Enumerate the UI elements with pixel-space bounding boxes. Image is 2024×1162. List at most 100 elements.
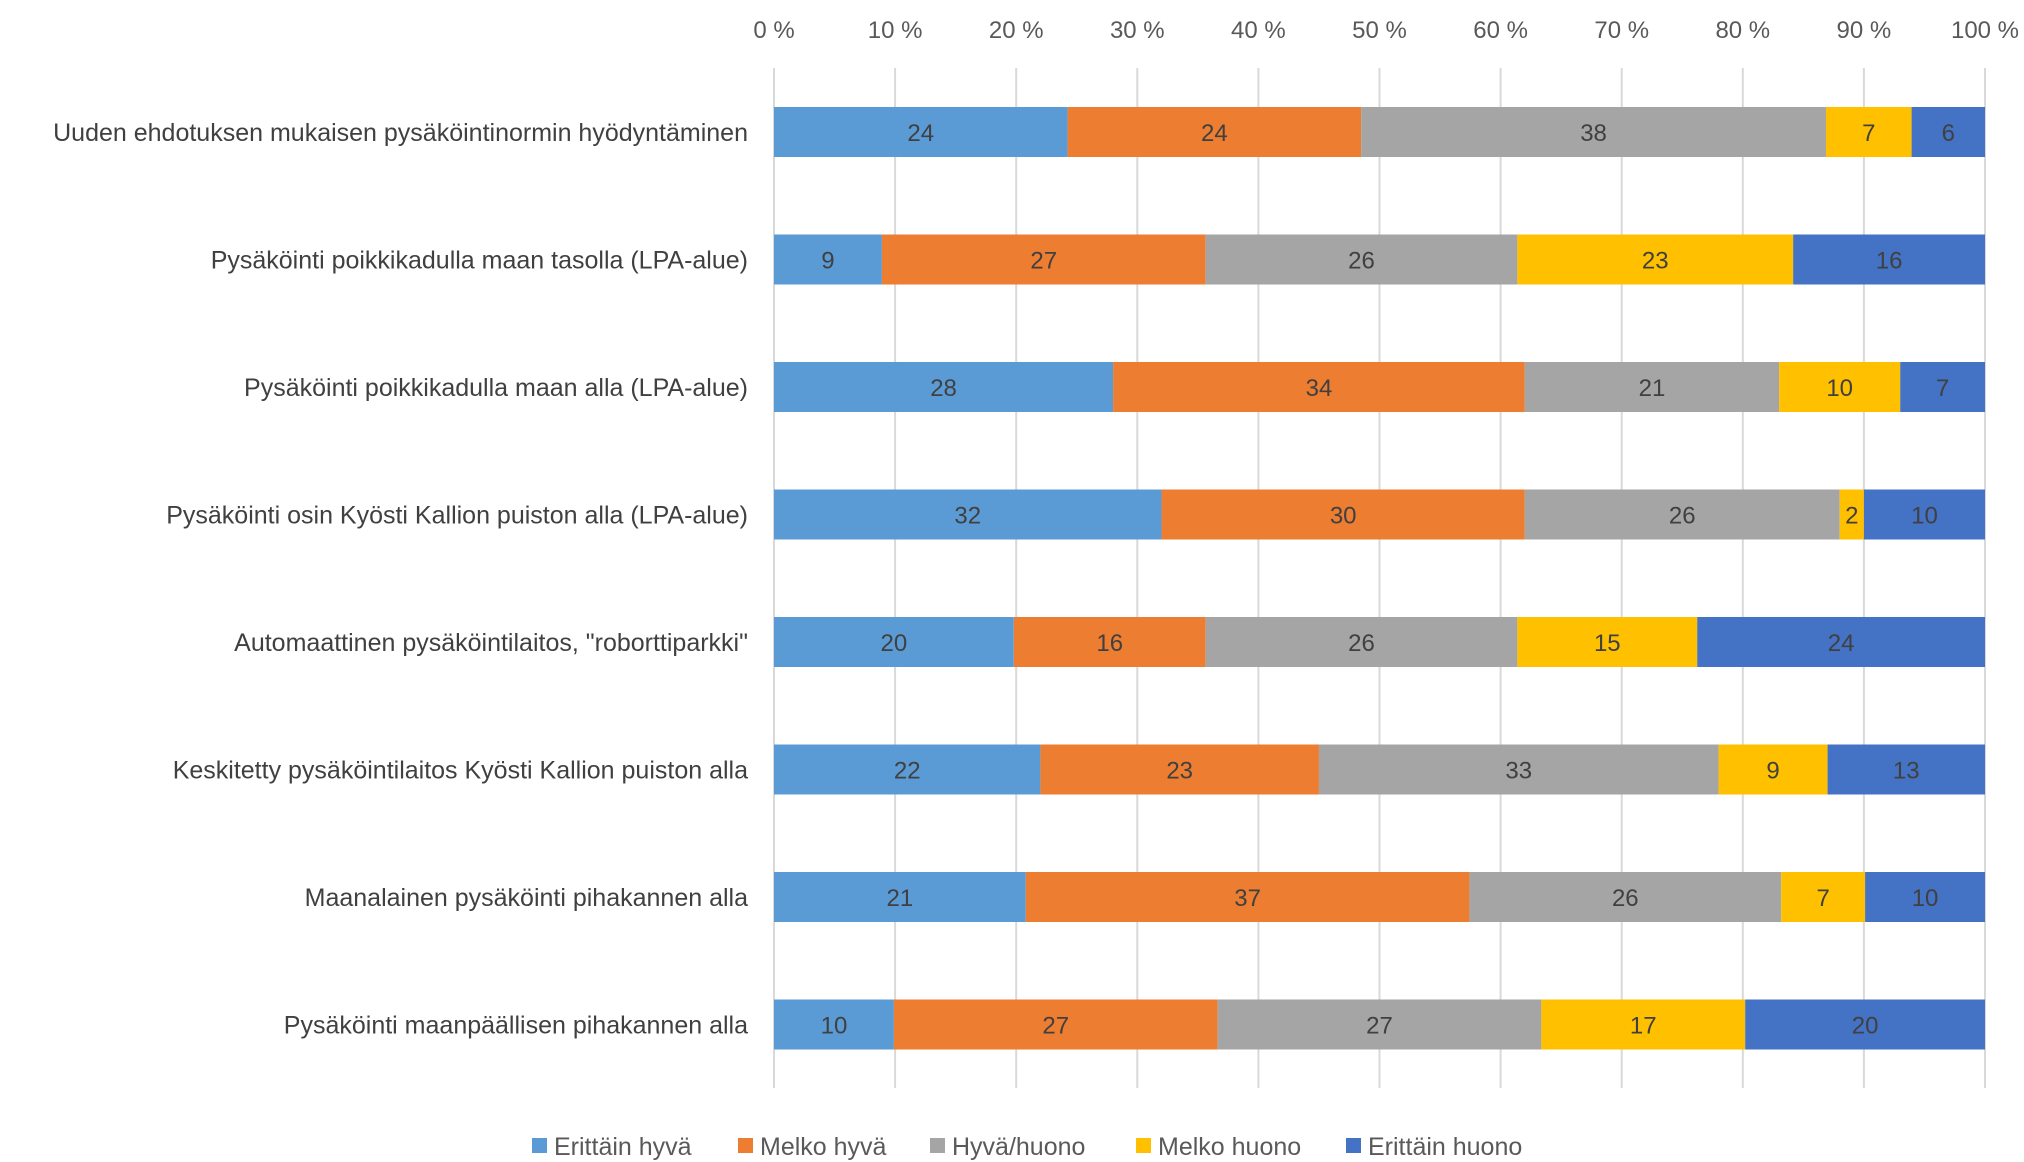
bar-row: 24 24 38 7 6	[774, 107, 1985, 157]
legend: Erittäin hyvä Melko hyvä Hyvä/huono Melko h…	[532, 1133, 1522, 1161]
bar-row: 21 37 26 7 10	[774, 872, 1985, 922]
category-label: Pysäköinti osin Kyösti Kallion puiston a…	[166, 502, 748, 530]
x-tick-label: 30 %	[1110, 17, 1165, 44]
data-label: 38	[1580, 120, 1607, 147]
gridlines	[773, 68, 1986, 1088]
data-label: 27	[1366, 1013, 1393, 1040]
data-label: 17	[1630, 1013, 1657, 1040]
bar-segment-melko-huono	[1779, 362, 1901, 412]
legend-swatch	[1136, 1138, 1151, 1153]
legend-label: Erittäin hyvä	[554, 1133, 692, 1161]
legend-item: Melko hyvä	[738, 1133, 887, 1161]
data-label: 21	[887, 885, 914, 912]
category-label: Maanalainen pysäköinti pihakannen alla	[305, 884, 748, 912]
data-label: 26	[1348, 630, 1375, 657]
data-label: 28	[930, 375, 957, 402]
bar-segment-hyva-huono	[1361, 107, 1826, 157]
legend-label: Erittäin huono	[1368, 1133, 1522, 1161]
bar-segment-melko-hyva	[1161, 489, 1525, 540]
x-tick-label: 90 %	[1837, 17, 1892, 44]
data-label: 32	[954, 503, 981, 530]
bar-segment-melko-huono	[1541, 999, 1746, 1050]
data-label: 37	[1234, 885, 1261, 912]
x-axis-ticks: 0 % 10 % 20 % 30 % 40 % 50 % 60 % 70 % 80 % 90 % 1…	[753, 17, 2019, 44]
bar-row: 32 30 26 2 10	[774, 489, 1985, 540]
data-label: 7	[1862, 120, 1875, 147]
bar-segment-melko-hyva	[1025, 872, 1470, 922]
bar-segment-hyva-huono	[1318, 744, 1719, 795]
bar-segment-erittain-hyva	[774, 107, 1068, 157]
data-label: 23	[1166, 758, 1193, 785]
bar-row: 22 23 33 9 13	[774, 744, 1985, 795]
legend-swatch	[1346, 1138, 1361, 1153]
bar-segment-erittain-hyva	[774, 489, 1162, 540]
category-label: Uuden ehdotuksen mukaisen pysäköintinorm…	[53, 119, 748, 147]
bar-segment-hyva-huono	[1524, 362, 1780, 412]
bar-segment-erittain-huono	[1911, 107, 1985, 157]
data-label: 6	[1942, 120, 1955, 147]
legend-swatch	[930, 1138, 945, 1153]
x-tick-label: 100 %	[1951, 17, 2019, 44]
category-labels: Uuden ehdotuksen mukaisen pysäköintinorm…	[53, 119, 748, 1040]
bar-row: 20 16 26 15 24	[774, 617, 1985, 667]
data-label: 9	[821, 248, 834, 275]
data-label: 24	[1828, 630, 1855, 657]
data-label: 7	[1816, 885, 1829, 912]
legend-item: Hyvä/huono	[930, 1133, 1085, 1161]
legend-swatch	[532, 1138, 547, 1153]
data-label: 21	[1639, 375, 1666, 402]
bar-segment-melko-huono	[1825, 107, 1912, 157]
data-label: 24	[907, 120, 934, 147]
data-label: 34	[1306, 375, 1333, 402]
bar-segment-hyva-huono	[1205, 617, 1518, 667]
bar-row: 10 27 27 17 20	[774, 999, 1985, 1050]
bar-segment-erittain-huono	[1900, 362, 1985, 412]
bar-segment-hyva-huono	[1217, 999, 1542, 1050]
x-tick-label: 80 %	[1715, 17, 1770, 44]
x-tick-label: 20 %	[989, 17, 1044, 44]
bar-segment-erittain-hyva	[774, 999, 894, 1050]
bar-segment-hyva-huono	[1524, 489, 1840, 540]
bar-segment-melko-huono	[1517, 617, 1698, 667]
category-label: Pysäköinti poikkikadulla maan alla (LPA-…	[244, 374, 748, 402]
data-label: 20	[881, 630, 908, 657]
data-label: 10	[1911, 503, 1938, 530]
bar-segment-melko-huono	[1839, 489, 1864, 540]
bar-segment-erittain-huono	[1865, 872, 1985, 922]
data-label: 9	[1766, 758, 1779, 785]
bar-segment-hyva-huono	[1205, 234, 1518, 285]
bar-segment-melko-hyva	[1040, 744, 1319, 795]
x-tick-label: 60 %	[1473, 17, 1528, 44]
data-label: 26	[1612, 885, 1639, 912]
data-label: 33	[1505, 758, 1532, 785]
data-label: 10	[1912, 885, 1939, 912]
bar-segment-erittain-hyva	[774, 744, 1041, 795]
bar-segment-erittain-huono	[1745, 999, 1985, 1050]
legend-swatch	[738, 1138, 753, 1153]
legend-label: Melko hyvä	[760, 1133, 887, 1161]
data-label: 27	[1030, 248, 1057, 275]
x-tick-label: 70 %	[1594, 17, 1649, 44]
x-tick-label: 50 %	[1352, 17, 1407, 44]
category-label: Pysäköinti poikkikadulla maan tasolla (L…	[211, 247, 748, 275]
legend-item: Erittäin hyvä	[532, 1133, 692, 1161]
bar-segment-melko-huono	[1781, 872, 1866, 922]
bar-segment-erittain-hyva	[774, 617, 1014, 667]
x-tick-label: 40 %	[1231, 17, 1286, 44]
data-label: 23	[1642, 248, 1669, 275]
bar-segment-melko-hyva	[893, 999, 1218, 1050]
data-label: 15	[1594, 630, 1621, 657]
data-label: 13	[1893, 758, 1920, 785]
legend-label: Hyvä/huono	[952, 1133, 1085, 1161]
bar-segment-hyva-huono	[1469, 872, 1782, 922]
data-label: 16	[1096, 630, 1123, 657]
bar-row: 9 27 26 23 16	[774, 234, 1985, 285]
bar-segment-melko-hyva	[1113, 362, 1525, 412]
data-label: 16	[1876, 248, 1903, 275]
bar-row: 28 34 21 10 7	[774, 362, 1985, 412]
data-label: 7	[1936, 375, 1949, 402]
data-label: 22	[894, 758, 921, 785]
bar-segment-erittain-huono	[1793, 234, 1985, 285]
